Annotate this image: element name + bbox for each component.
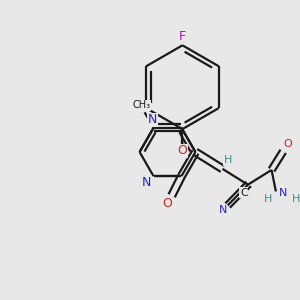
Text: CH₃: CH₃ — [132, 100, 150, 110]
Text: O: O — [284, 139, 292, 149]
Text: O: O — [163, 197, 172, 210]
Text: N: N — [148, 113, 157, 126]
Text: N: N — [142, 176, 151, 189]
Text: F: F — [179, 30, 186, 43]
Text: N: N — [279, 188, 287, 198]
Text: O: O — [178, 145, 188, 158]
Text: H: H — [264, 194, 272, 204]
Text: H: H — [292, 194, 300, 204]
Text: C: C — [240, 188, 248, 198]
Text: N: N — [219, 206, 227, 215]
Text: H: H — [224, 155, 232, 165]
